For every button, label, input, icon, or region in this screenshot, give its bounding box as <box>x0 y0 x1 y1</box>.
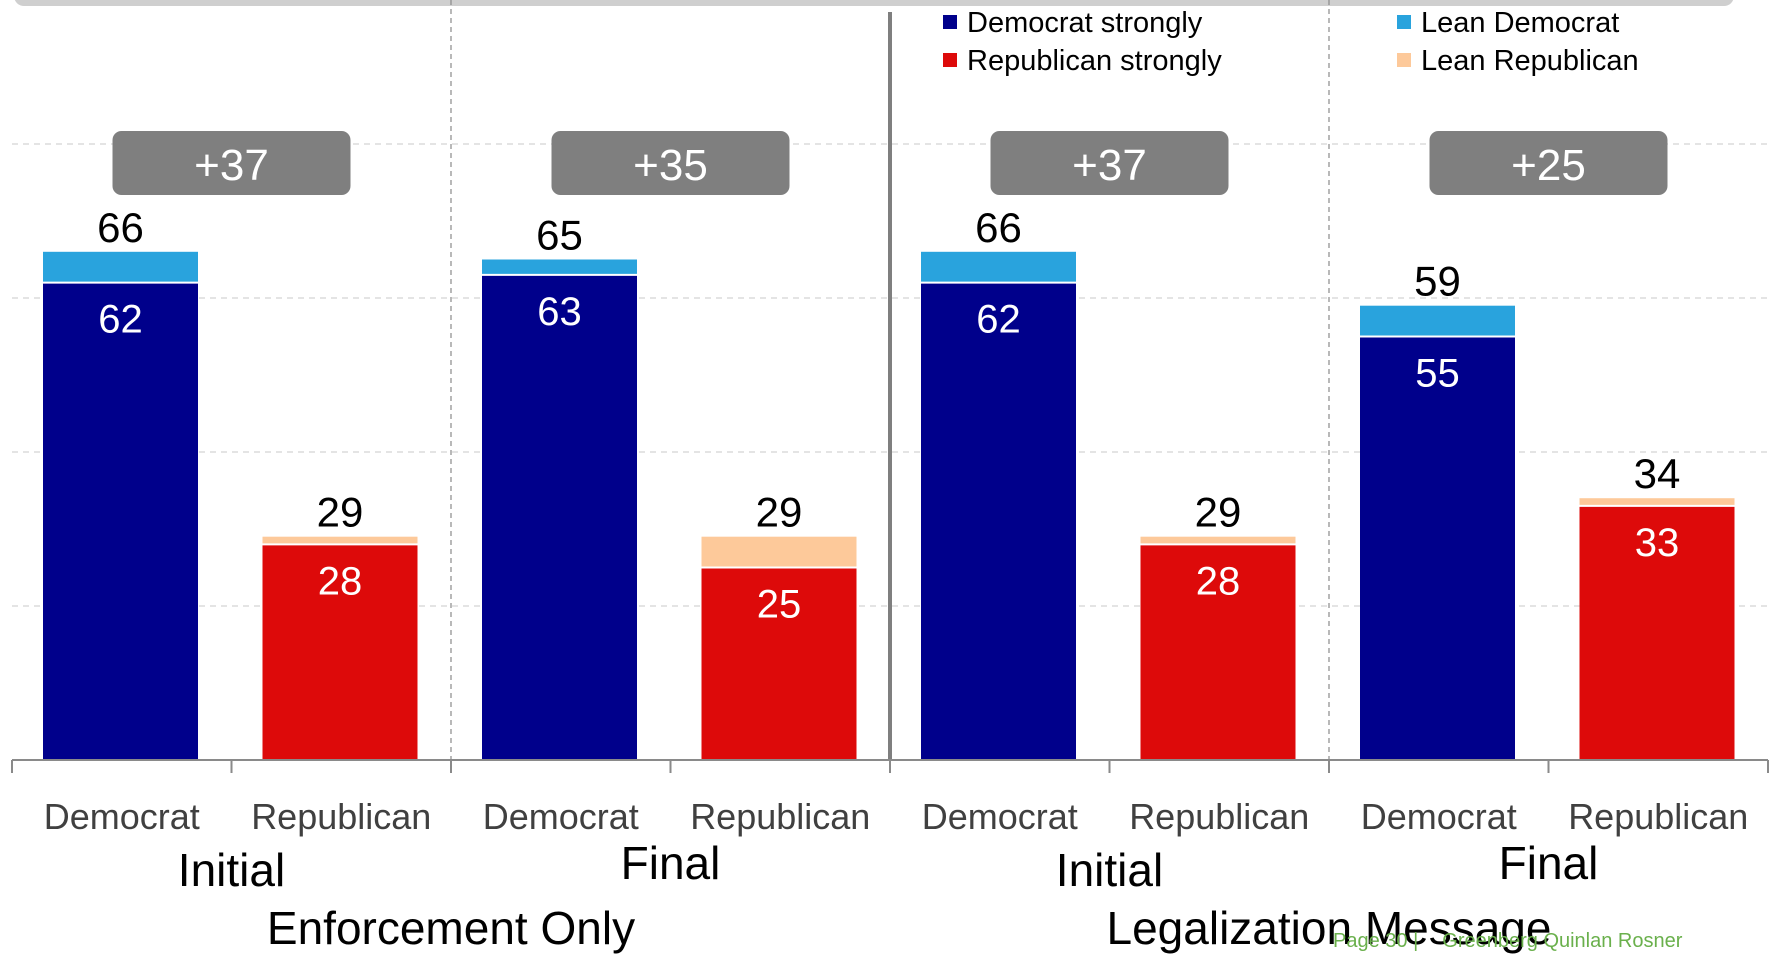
bar-strong <box>701 567 857 760</box>
data-label-total: 29 <box>317 489 364 536</box>
group-label: Legalization Message <box>1107 902 1552 954</box>
bar-lean <box>482 259 637 275</box>
x-tick-label: Republican <box>690 796 870 837</box>
data-label-strong: 25 <box>757 583 802 627</box>
x-tick-label: Democrat <box>922 796 1078 837</box>
x-tick-label: Democrat <box>1361 796 1517 837</box>
bar-lean <box>262 536 418 545</box>
x-tick-label: Republican <box>251 796 431 837</box>
bar-lean <box>1360 305 1515 337</box>
footer-page: Page 30 | <box>1333 930 1419 952</box>
legend-label: Lean Democrat <box>1421 7 1619 39</box>
x-tick-label: Democrat <box>483 796 639 837</box>
bar-strong <box>482 274 637 760</box>
margin-badge <box>990 131 1229 195</box>
footer-brand: Greenberg Quinlan Rosner <box>1442 930 1683 952</box>
bar-strong <box>1360 336 1515 760</box>
margin-badge-label: +25 <box>1511 141 1586 190</box>
bar-lean <box>701 536 857 568</box>
data-label-total: 66 <box>97 204 144 251</box>
bar-strong <box>921 282 1076 760</box>
margin-badge <box>551 131 790 195</box>
data-label-total: 66 <box>975 204 1022 251</box>
data-label-strong: 63 <box>537 290 582 334</box>
group-label: Enforcement Only <box>267 902 635 954</box>
data-label-strong: 28 <box>1196 559 1241 603</box>
bar-strong <box>1579 505 1735 760</box>
legend-label: Republican strongly <box>967 45 1222 77</box>
subgroup-label: Initial <box>178 844 285 896</box>
legend-label: Lean Republican <box>1421 45 1639 77</box>
margin-badge-label: +35 <box>633 141 708 190</box>
bar-lean <box>1140 536 1296 545</box>
data-label-strong: 28 <box>318 559 363 603</box>
margin-badge-label: +37 <box>194 141 269 190</box>
bar-lean <box>1579 498 1735 506</box>
x-tick-label: Democrat <box>44 796 200 837</box>
legend-swatch <box>943 53 957 67</box>
data-label-strong: 33 <box>1635 521 1680 565</box>
bar-strong <box>262 544 418 760</box>
x-tick-label: Republican <box>1568 796 1748 837</box>
legend-swatch <box>1397 53 1411 67</box>
data-label-total: 65 <box>536 212 583 259</box>
legend-swatch <box>1397 15 1411 29</box>
bar-lean <box>43 251 198 283</box>
bar-lean <box>921 251 1076 283</box>
data-label-total: 34 <box>1634 450 1681 497</box>
x-tick-label: Republican <box>1129 796 1309 837</box>
data-label-total: 29 <box>756 489 803 536</box>
data-label-strong: 62 <box>976 298 1021 342</box>
data-label-strong: 55 <box>1415 352 1460 396</box>
data-label-total: 59 <box>1414 258 1461 305</box>
footer: Page 30 | Greenberg Quinlan Rosner <box>1333 930 1682 953</box>
top-banner <box>14 0 1734 6</box>
bar-strong <box>43 282 198 760</box>
margin-badge-label: +37 <box>1072 141 1147 190</box>
margin-badge <box>1429 131 1668 195</box>
data-label-total: 29 <box>1195 489 1242 536</box>
subgroup-label: Final <box>621 837 721 889</box>
subgroup-label: Initial <box>1056 844 1163 896</box>
subgroup-label: Final <box>1499 837 1599 889</box>
margin-badge <box>112 131 351 195</box>
bar-strong <box>1140 544 1296 760</box>
legend-label: Democrat strongly <box>967 7 1203 39</box>
legend-swatch <box>943 15 957 29</box>
data-label-strong: 62 <box>98 298 143 342</box>
